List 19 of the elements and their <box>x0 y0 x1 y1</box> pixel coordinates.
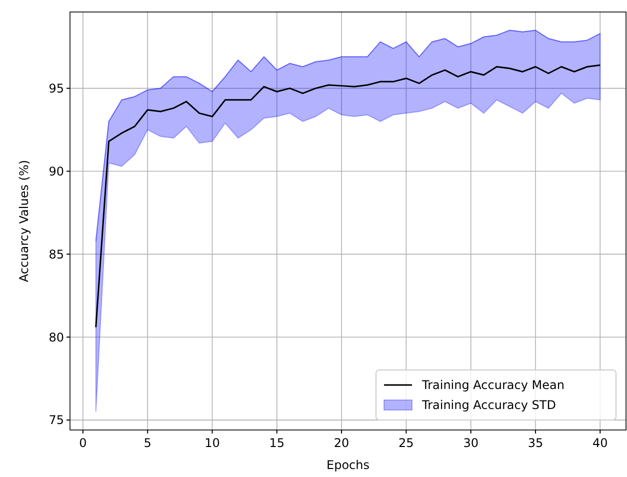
y-axis-title: Accuarcy Values (%) <box>17 160 31 282</box>
legend-label: Training Accuracy STD <box>421 398 556 412</box>
line-series <box>95 64 601 328</box>
x-tick-label: 35 <box>528 436 544 450</box>
x-tick-label: 0 <box>79 436 87 450</box>
x-tick-label: 25 <box>398 436 414 450</box>
y-tick-label: 90 <box>48 164 64 178</box>
legend-label: Training Accuracy Mean <box>421 378 564 392</box>
y-tick-label: 75 <box>48 413 64 428</box>
x-tick-label: 5 <box>144 436 152 450</box>
y-tick-label: 95 <box>48 82 64 96</box>
x-tick-label: 10 <box>204 436 220 450</box>
y-tick-label: 85 <box>48 247 64 262</box>
x-tick-label: 40 <box>592 436 608 450</box>
x-tick-label: 30 <box>463 436 478 450</box>
x-axis-title: Epochs <box>326 458 370 472</box>
x-tick-label: 15 <box>269 436 285 450</box>
x-tick-label: 20 <box>334 436 350 450</box>
y-tick-label: 80 <box>48 330 64 344</box>
